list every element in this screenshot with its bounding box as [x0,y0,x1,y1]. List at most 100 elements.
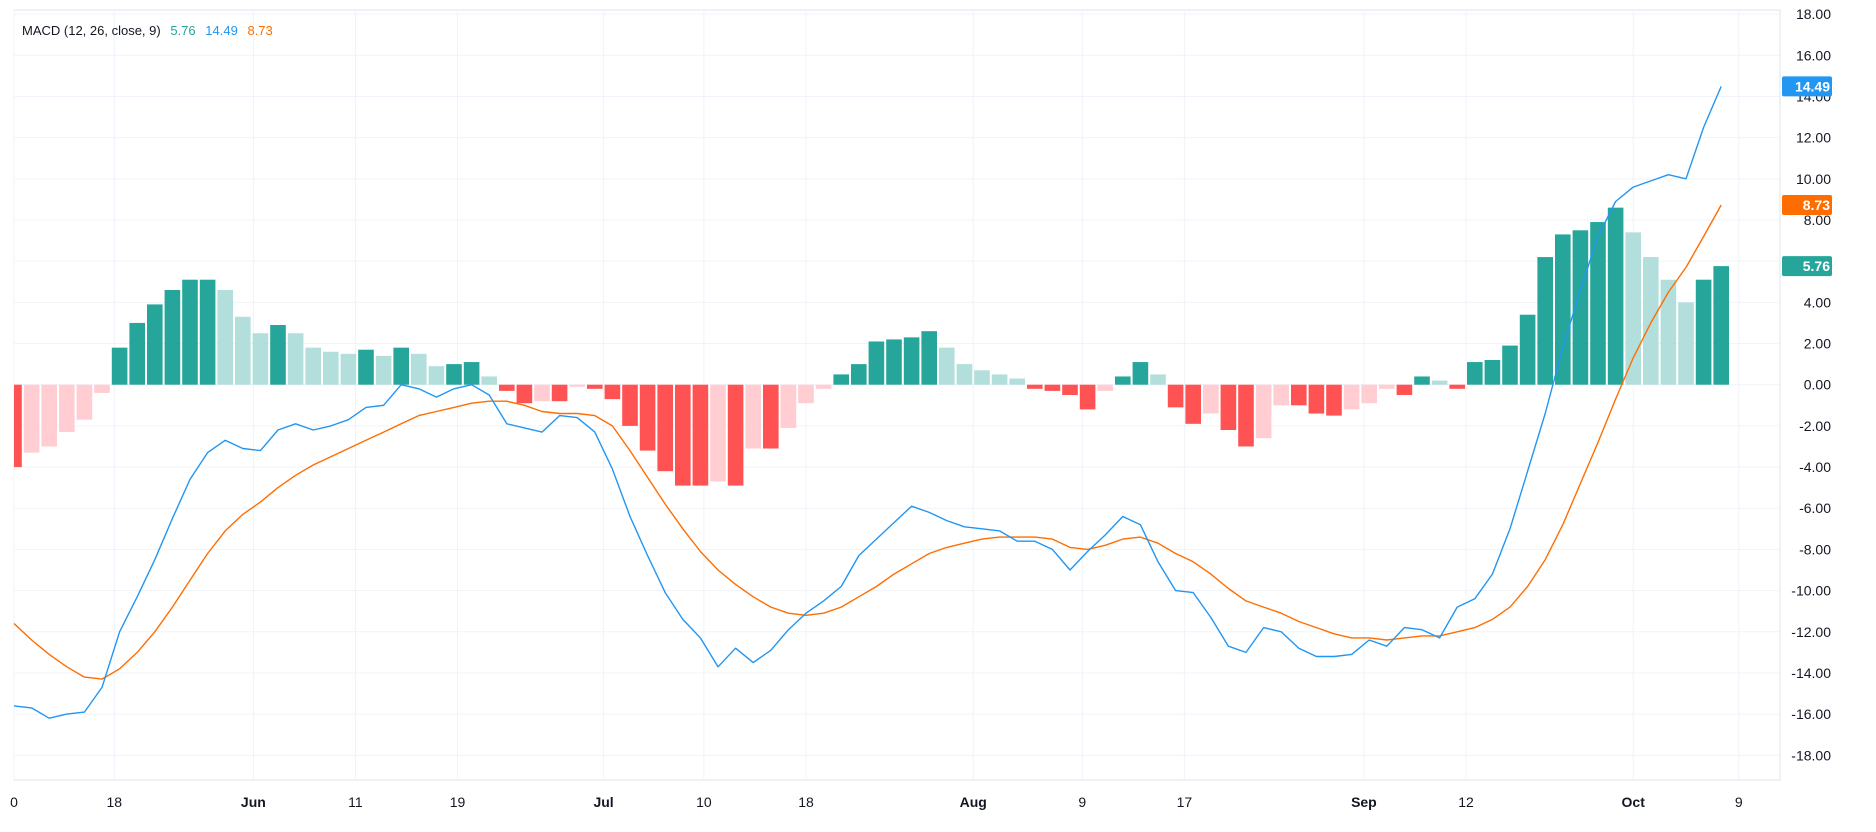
histogram-bar [41,384,57,447]
histogram-bar [1203,384,1219,414]
histogram-bar [164,290,181,385]
histogram-bar [305,347,321,385]
y-tick-label: 2.00 [1804,336,1831,352]
histogram-bar [1537,257,1553,385]
histogram-bar [323,351,339,385]
histogram-bar [886,339,902,385]
histogram-bar [1343,384,1360,410]
histogram-bar [182,279,198,385]
histogram-bar [23,384,40,453]
histogram-bar [1326,384,1342,416]
x-tick-label: 9 [1078,794,1086,810]
histogram-bar [1555,234,1571,385]
x-tick-label: Sep [1351,794,1377,810]
histogram-bar [745,384,761,449]
histogram-bar [1255,384,1272,439]
histogram-bar [1220,384,1237,430]
indicator-legend[interactable]: MACD (12, 26, close, 9) 5.76 14.49 8.73 [22,23,279,38]
legend-signal-value: 8.73 [247,23,273,38]
histogram-bar [463,362,480,385]
histogram-bar [1643,257,1659,385]
histogram-bar [1502,345,1518,385]
x-tick-label: 0 [10,794,18,810]
plot-frame [13,9,1781,781]
histogram-bar [393,347,409,385]
histogram-bar [639,384,656,451]
price-tag [1782,256,1832,277]
histogram-bar [516,384,533,404]
histogram-bar [1185,384,1201,424]
histogram-bar [1009,378,1025,385]
x-tick-label: Jul [593,794,613,810]
histogram-bar [622,384,638,426]
legend-macd-value: 14.49 [205,23,238,38]
histogram-bar [1695,279,1712,385]
histogram-bar [1713,266,1729,385]
histogram-bar [1519,314,1536,385]
histogram-bar [340,353,357,385]
macd-line [13,86,1722,719]
histogram-bar [710,384,726,482]
histogram-bar [1607,207,1624,385]
x-tick-label: 19 [450,794,466,810]
legend-histogram-value: 5.76 [170,23,196,38]
histogram-bar [1062,384,1078,395]
histogram-bar [1115,376,1131,385]
histogram-series [14,207,1729,486]
histogram-bar [499,384,515,391]
histogram-bar [446,364,462,385]
grid [13,9,1781,781]
histogram-bar [76,384,93,420]
x-tick-label: 9 [1735,794,1743,810]
histogram-bar [1238,384,1254,447]
histogram-bar [991,374,1008,385]
histogram-bar [129,322,145,385]
x-tick-label: 10 [696,794,712,810]
histogram-bar [833,374,849,385]
histogram-bar [1484,360,1501,385]
histogram-bar [111,347,128,385]
histogram-bar [727,384,744,486]
histogram-bar [1027,384,1043,389]
histogram-bar [481,376,497,385]
histogram-bar [780,384,797,428]
y-tick-label: -4.00 [1799,459,1831,475]
histogram-bar [939,347,955,385]
price-tag-label: 5.76 [1803,258,1830,274]
macd-series [13,86,1722,719]
legend-label: MACD (12, 26, close, 9) [22,23,161,38]
y-tick-label: 12.00 [1796,130,1831,146]
histogram-bar [851,364,867,385]
x-axis[interactable]: 0 18 Jun 11 19 Jul 10 18 Aug 9 17 Sep 12 Oct 9 [10,794,1743,810]
y-axis[interactable]: 18.0016.0014.0012.0010.008.006.004.002.0… [1791,6,1831,763]
price-tag-label: 14.49 [1795,78,1830,94]
histogram-bar [1291,384,1307,406]
price-tag [1782,194,1832,215]
histogram-bar [903,337,920,385]
price-tag [1782,76,1832,97]
y-tick-label: -6.00 [1799,500,1831,516]
histogram-bar [59,384,75,433]
y-tick-label: 8.00 [1804,212,1831,228]
x-tick-label: 17 [1177,794,1193,810]
histogram-bar [1167,384,1184,408]
histogram-bar [763,384,779,449]
histogram-bar [569,384,585,387]
histogram-bar [1132,362,1149,385]
histogram-bar [1431,380,1448,385]
histogram-bar [815,384,832,389]
histogram-bar [270,325,286,385]
x-tick-label: 11 [348,794,363,810]
histogram-bar [1660,279,1677,385]
histogram-bar [1467,362,1483,385]
histogram-bar [1150,374,1166,385]
y-tick-label: -12.00 [1791,624,1831,640]
histogram-bar [287,333,304,385]
histogram-bar [199,279,216,385]
histogram-bar [604,384,621,400]
histogram-bar [1097,384,1113,391]
x-tick-label: 18 [798,794,814,810]
histogram-bar [675,384,691,486]
histogram-bar [692,384,709,486]
